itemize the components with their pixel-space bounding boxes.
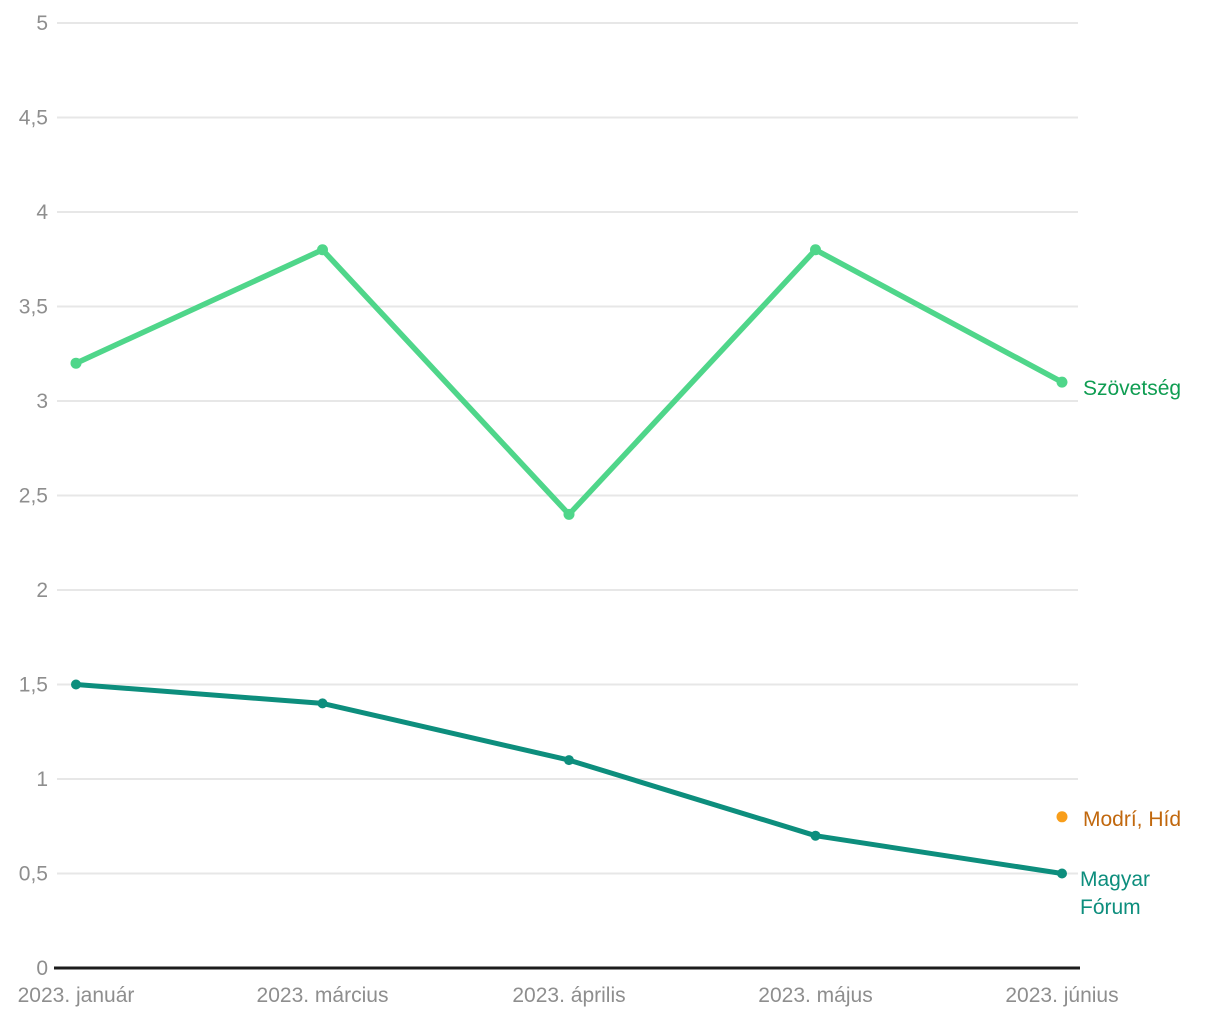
data-point — [71, 679, 81, 690]
y-tick-label: 3 — [36, 390, 48, 413]
y-tick-label: 2,5 — [19, 485, 48, 508]
data-point — [1057, 868, 1067, 879]
y-tick-label: 4,5 — [19, 107, 48, 130]
data-point — [810, 244, 821, 256]
y-tick-label: 3,5 — [19, 296, 48, 319]
y-tick-label: 5 — [36, 12, 48, 35]
x-tick-label: 2023. május — [758, 984, 872, 1007]
x-tick-label: 2023. június — [1005, 984, 1118, 1007]
series-label-szovetseg: Szövetség — [1083, 377, 1182, 400]
series-label-modri-hid: Modrí, Híd — [1083, 808, 1182, 831]
data-point — [564, 755, 574, 766]
y-tick-label: 4 — [36, 201, 48, 224]
data-point — [1056, 376, 1068, 388]
data-point — [317, 698, 328, 709]
data-point — [70, 357, 82, 369]
y-tick-label: 0 — [36, 957, 48, 980]
data-point — [1056, 811, 1068, 823]
y-tick-label: 0,5 — [19, 863, 48, 886]
x-tick-label: 2023. március — [257, 984, 389, 1007]
y-tick-label: 1 — [36, 768, 48, 791]
x-tick-label: 2023. január — [18, 984, 135, 1007]
y-tick-label: 2 — [36, 579, 48, 602]
data-point — [563, 508, 575, 520]
x-tick-label: 2023. április — [512, 984, 625, 1007]
data-point — [810, 830, 821, 841]
y-tick-label: 1,5 — [19, 674, 48, 697]
series-line-0 — [73, 247, 1065, 518]
data-point — [317, 244, 328, 256]
series-label-magyar-forum: Magyar Fórum — [1080, 868, 1151, 919]
